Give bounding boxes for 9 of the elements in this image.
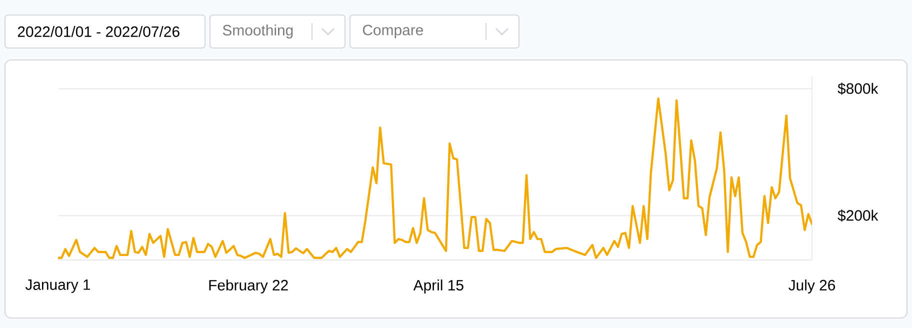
text: 2022/01/01 - 2022/07/26 [18, 26, 180, 37]
text: Compare [362, 24, 423, 38]
text: Smoothing [222, 24, 293, 38]
x-tick-label: February 22 [209, 280, 288, 294]
x-tick-label: April 15 [413, 280, 464, 294]
y-tick-label: $200k [838, 210, 878, 222]
x-tick-label: January 1 [25, 280, 90, 293]
x-tick-label: July 26 [788, 280, 836, 294]
y-tick-label: $800k [838, 82, 878, 95]
